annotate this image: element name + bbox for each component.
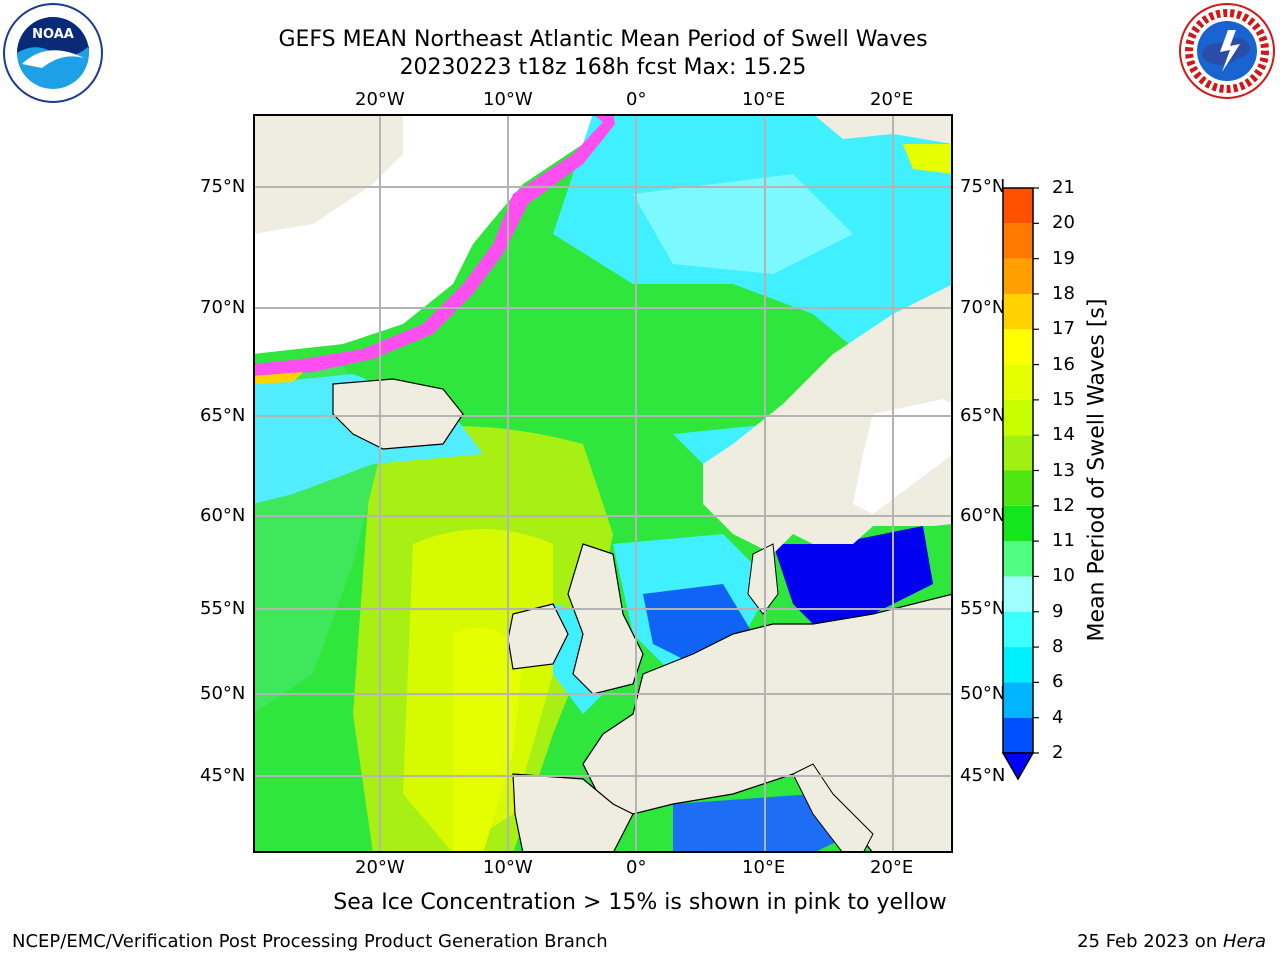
noaa-logo-icon: NOAA: [3, 3, 103, 103]
colorbar-tick-label: 13: [1052, 459, 1075, 481]
footer-date: 25 Feb 2023 on Hera: [1077, 931, 1266, 952]
colorbar-bin: [1003, 223, 1033, 259]
lon-label-bottom-10w: 10°W: [483, 857, 533, 878]
lat-label-right-70n: 70°N: [960, 297, 1006, 318]
colorbar-bin: [1003, 541, 1033, 577]
lat-label-left-75n: 75°N: [200, 176, 246, 197]
colorbar-bin: [1003, 293, 1033, 330]
colorbar-bin: [1003, 188, 1033, 224]
colorbar-tick-label: 6: [1052, 671, 1064, 693]
colorbar-tick-label: 10: [1052, 565, 1075, 587]
lon-label-bottom-0: 0°: [626, 857, 647, 878]
lat-label-left-70n: 70°N: [200, 297, 246, 318]
colorbar-tick-label: 14: [1052, 424, 1075, 446]
colorbar-title: Mean Period of Swell Waves [s]: [1084, 298, 1110, 642]
colorbar: [1001, 187, 1039, 781]
colorbar-tick-label: 4: [1052, 706, 1064, 728]
colorbar-tick-label: 15: [1052, 388, 1075, 410]
lon-label-bottom-20e: 20°E: [870, 857, 914, 878]
colorbar-tick-label: 2: [1052, 742, 1064, 763]
lat-label-left-65n: 65°N: [200, 405, 246, 426]
colorbar-tick-label: 16: [1052, 353, 1075, 375]
swell-period-map: [253, 114, 953, 853]
lon-label-top-20e: 20°E: [870, 89, 914, 110]
lon-label-top-10e: 10°E: [742, 89, 786, 110]
sea-ice-note: Sea Ice Concentration > 15% is shown in …: [333, 890, 947, 915]
colorbar-tick-label: 11: [1052, 530, 1075, 552]
colorbar-bin: [1003, 329, 1033, 365]
footer-credit: NCEP/EMC/Verification Post Processing Pr…: [12, 931, 608, 952]
colorbar-bin: [1003, 576, 1033, 612]
lon-label-top-20w: 20°W: [355, 89, 405, 110]
lat-label-left-60n: 60°N: [200, 505, 246, 526]
footer-date-text: 25 Feb 2023 on: [1077, 931, 1223, 952]
colorbar-tick-label: 21: [1052, 177, 1075, 198]
lat-label-right-55n: 55°N: [960, 598, 1006, 619]
colorbar-bin: [1003, 399, 1033, 436]
lon-label-bottom-20w: 20°W: [355, 857, 405, 878]
lon-label-bottom-10e: 10°E: [742, 857, 786, 878]
colorbar-tick-label: 18: [1052, 282, 1075, 304]
lon-label-top-10w: 10°W: [483, 89, 533, 110]
lat-label-left-45n: 45°N: [200, 765, 246, 786]
colorbar-bin: [1003, 717, 1033, 753]
colorbar-tick-label: 20: [1052, 212, 1075, 234]
colorbar-bin: [1003, 258, 1033, 294]
colorbar-bin: [1003, 435, 1033, 471]
nws-logo-icon: [1179, 3, 1275, 99]
graticule: [253, 114, 953, 853]
colorbar-tick-label: 9: [1052, 600, 1064, 622]
svg-text:NOAA: NOAA: [32, 27, 74, 42]
colorbar-bin: [1003, 470, 1033, 506]
map-title: GEFS MEAN Northeast Atlantic Mean Period…: [278, 27, 928, 52]
lat-label-right-60n: 60°N: [960, 505, 1006, 526]
colorbar-bin: [1003, 611, 1033, 648]
lon-label-top-0: 0°: [626, 89, 647, 110]
lat-label-right-50n: 50°N: [960, 683, 1006, 704]
lat-label-left-50n: 50°N: [200, 683, 246, 704]
colorbar-bin: [1003, 364, 1033, 400]
lat-label-right-45n: 45°N: [960, 765, 1006, 786]
colorbar-bin: [1003, 682, 1033, 718]
colorbar-bin: [1003, 505, 1033, 542]
map-subtitle: 20230223 t18z 168h fcst Max: 15.25: [399, 55, 807, 80]
lat-label-right-75n: 75°N: [960, 176, 1006, 197]
colorbar-extend-arrow: [1001, 752, 1035, 781]
colorbar-tick-label: 12: [1052, 494, 1075, 516]
lat-label-right-65n: 65°N: [960, 405, 1006, 426]
colorbar-tick-label: 8: [1052, 636, 1064, 658]
footer-host: Hera: [1222, 931, 1266, 952]
colorbar-tick-label: 19: [1052, 247, 1075, 269]
colorbar-bin: [1003, 647, 1033, 683]
colorbar-tick-label: 17: [1052, 318, 1075, 340]
lat-label-left-55n: 55°N: [200, 598, 246, 619]
